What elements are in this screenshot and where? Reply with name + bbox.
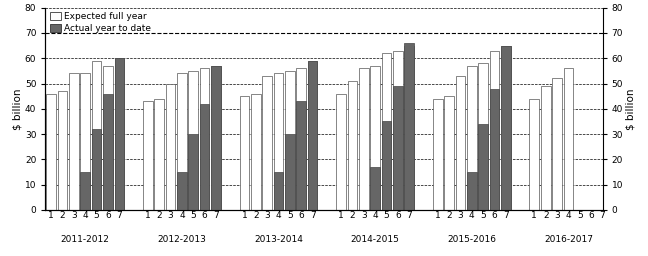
Y-axis label: $ billion: $ billion <box>12 88 22 130</box>
Bar <box>490 51 500 210</box>
Bar <box>478 63 488 210</box>
Bar <box>404 46 414 210</box>
Bar <box>115 58 124 210</box>
Bar <box>80 172 90 210</box>
Bar <box>200 104 209 210</box>
Bar <box>467 172 477 210</box>
Bar <box>143 101 153 210</box>
Bar <box>478 124 488 210</box>
Bar <box>541 86 551 210</box>
Bar <box>177 73 187 210</box>
Text: 2011-2012: 2011-2012 <box>61 235 110 244</box>
Bar <box>177 172 187 210</box>
Bar <box>92 129 102 210</box>
Bar <box>154 99 164 210</box>
Bar <box>529 99 539 210</box>
Bar <box>92 61 102 210</box>
Bar <box>46 94 56 210</box>
Bar <box>58 91 67 210</box>
Bar <box>501 46 511 210</box>
Text: 2014-2015: 2014-2015 <box>351 235 400 244</box>
Bar <box>285 134 295 210</box>
Bar <box>393 51 402 210</box>
Bar <box>347 81 357 210</box>
Bar <box>115 58 124 210</box>
Bar <box>262 76 272 210</box>
Bar <box>200 68 209 210</box>
Bar <box>382 121 391 210</box>
Bar <box>273 172 283 210</box>
Bar <box>69 73 78 210</box>
Bar <box>336 94 346 210</box>
Bar <box>564 68 573 210</box>
Bar <box>103 66 113 210</box>
Bar <box>240 96 249 210</box>
Bar <box>433 99 443 210</box>
Bar <box>552 78 562 210</box>
Bar <box>501 46 511 210</box>
Bar <box>211 66 221 210</box>
Bar <box>467 66 477 210</box>
Text: 2012-2013: 2012-2013 <box>157 235 206 244</box>
Legend: Expected full year, Actual year to date: Expected full year, Actual year to date <box>50 12 152 33</box>
Bar <box>370 66 380 210</box>
Bar <box>308 61 318 210</box>
Bar <box>370 167 380 210</box>
Bar <box>296 68 306 210</box>
Bar <box>359 68 369 210</box>
Bar <box>490 89 500 210</box>
Bar <box>382 53 391 210</box>
Bar <box>296 101 306 210</box>
Y-axis label: $ billion: $ billion <box>626 88 636 130</box>
Bar <box>189 71 198 210</box>
Bar <box>285 71 295 210</box>
Text: 2016-2017: 2016-2017 <box>544 235 593 244</box>
Bar <box>166 83 176 210</box>
Text: 2015-2016: 2015-2016 <box>447 235 496 244</box>
Bar <box>456 76 465 210</box>
Bar <box>251 94 260 210</box>
Bar <box>445 96 454 210</box>
Bar <box>103 94 113 210</box>
Bar <box>308 61 318 210</box>
Bar <box>393 86 402 210</box>
Bar <box>404 43 414 210</box>
Text: 2013-2014: 2013-2014 <box>254 235 303 244</box>
Bar <box>273 73 283 210</box>
Bar <box>189 134 198 210</box>
Bar <box>211 66 221 210</box>
Bar <box>80 73 90 210</box>
